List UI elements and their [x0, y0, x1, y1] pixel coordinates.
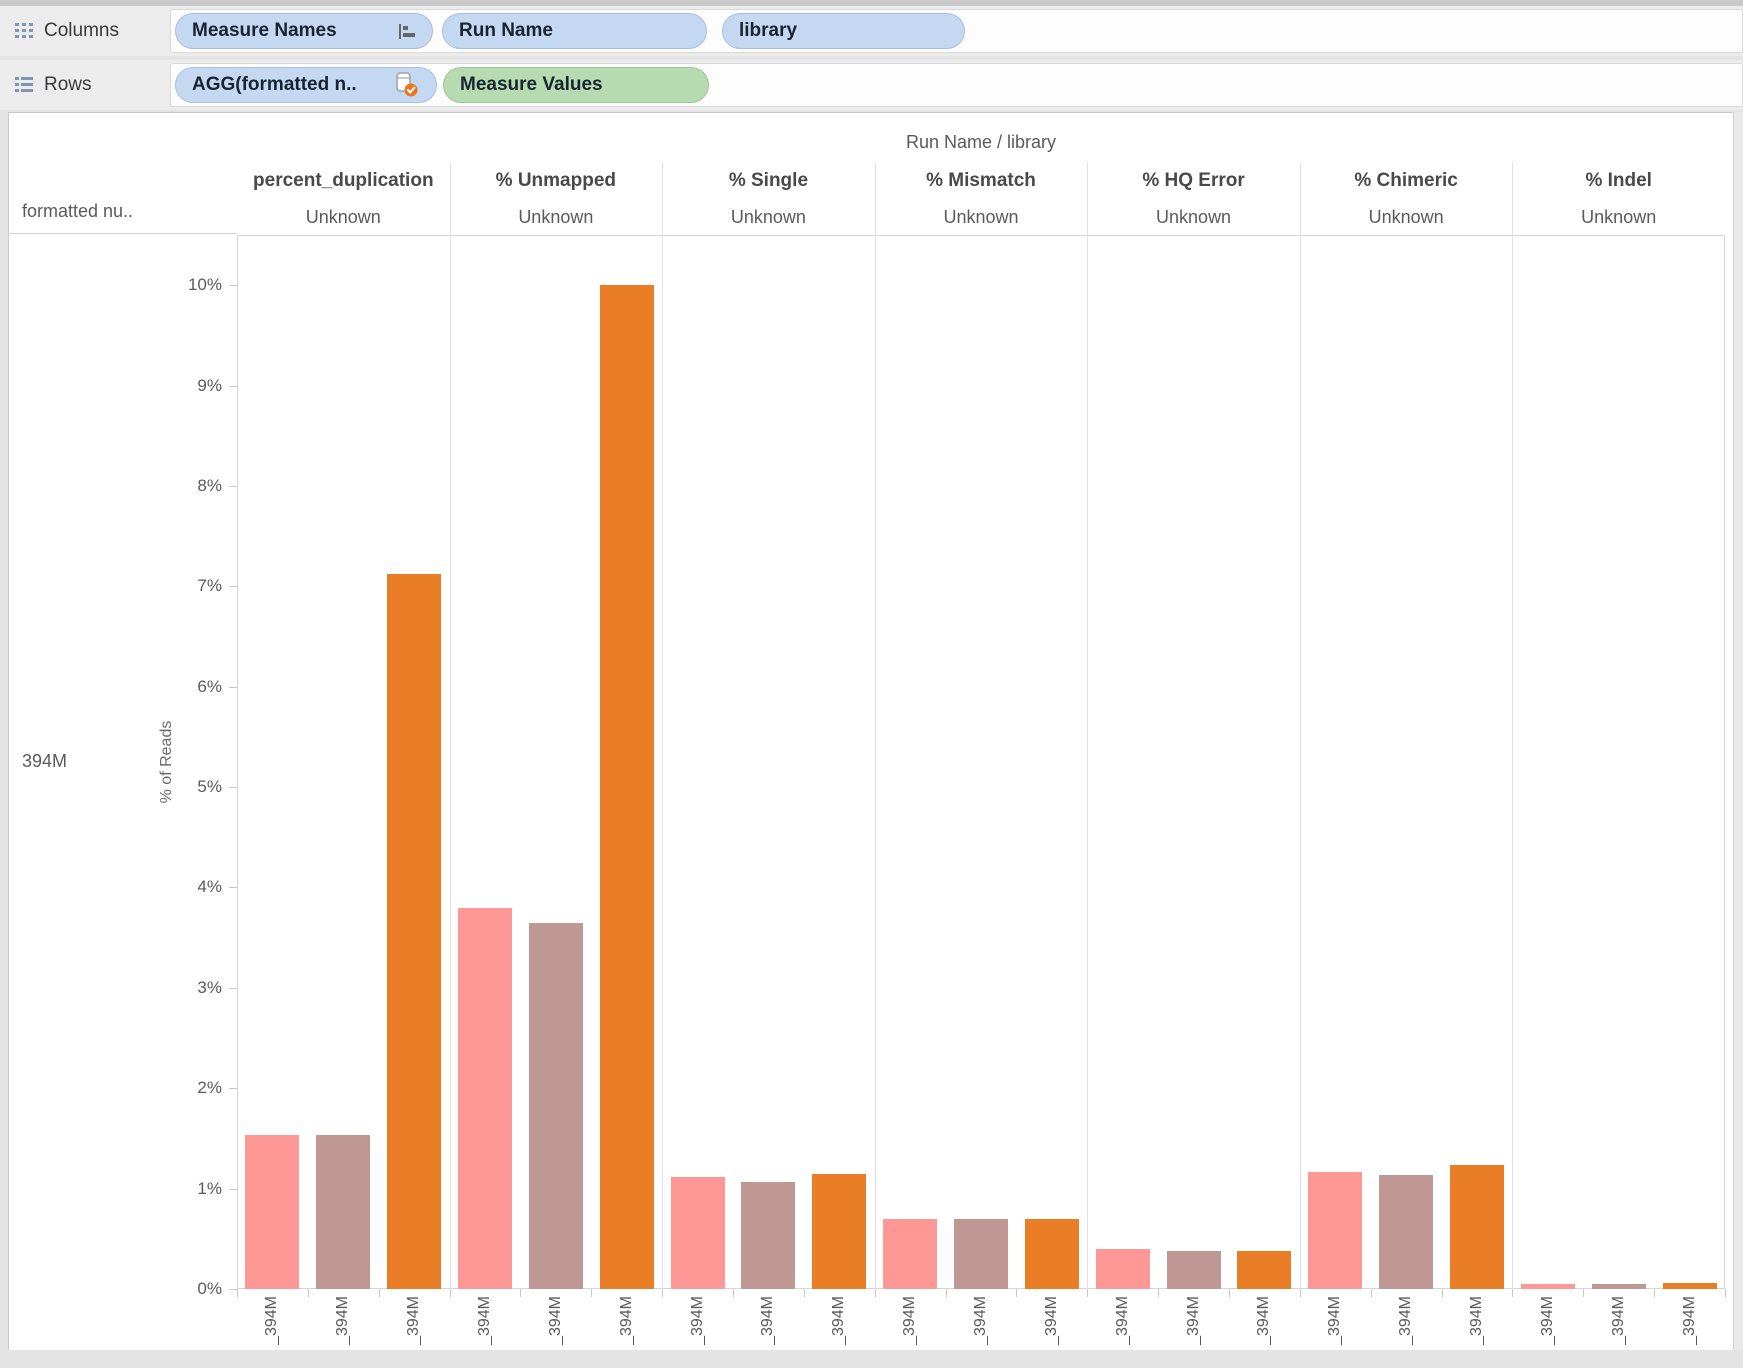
pill-library[interactable]: library [722, 13, 965, 49]
row-header-394M[interactable]: 394M [22, 751, 68, 771]
pill-run-name-label: Run Name [459, 20, 553, 41]
pill-run-name[interactable]: Run Name [442, 13, 707, 49]
pill-measure-names-label: Measure Names [192, 20, 337, 41]
pill-measure-names[interactable]: Measure Names [175, 13, 433, 49]
rows-shelf[interactable]: Rows AGG(formatted n.. Measure Values [0, 60, 1743, 110]
scrollbar-track[interactable] [1733, 112, 1743, 1350]
window-top-edge [0, 0, 1743, 6]
pill-agg-formatted[interactable]: AGG(formatted n.. [175, 67, 437, 103]
rows-shelf-icon [14, 76, 34, 94]
pill-library-label: library [739, 20, 798, 41]
column-fields-title: Run Name / library [905, 132, 1057, 152]
chart-pane [237, 235, 1725, 1289]
y-axis-title: % of Reads [158, 720, 175, 804]
columns-shelf-text: Columns [44, 20, 119, 41]
columns-shelf[interactable]: Columns Measure Names Run Name library [0, 6, 1743, 56]
columns-shelf-icon [14, 22, 34, 40]
columns-shelf-label: Columns [14, 6, 119, 56]
row-field-header[interactable]: formatted nu.. [8, 201, 237, 234]
pill-agg-formatted-label: AGG(formatted n.. [192, 74, 357, 95]
pill-measure-values[interactable]: Measure Values [443, 67, 709, 103]
rows-shelf-label: Rows [14, 60, 92, 110]
pill-measure-values-label: Measure Values [460, 74, 603, 95]
table-calc-check-icon[interactable] [394, 72, 420, 98]
rows-shelf-text: Rows [44, 74, 92, 95]
sort-ascending-icon[interactable] [398, 23, 416, 39]
